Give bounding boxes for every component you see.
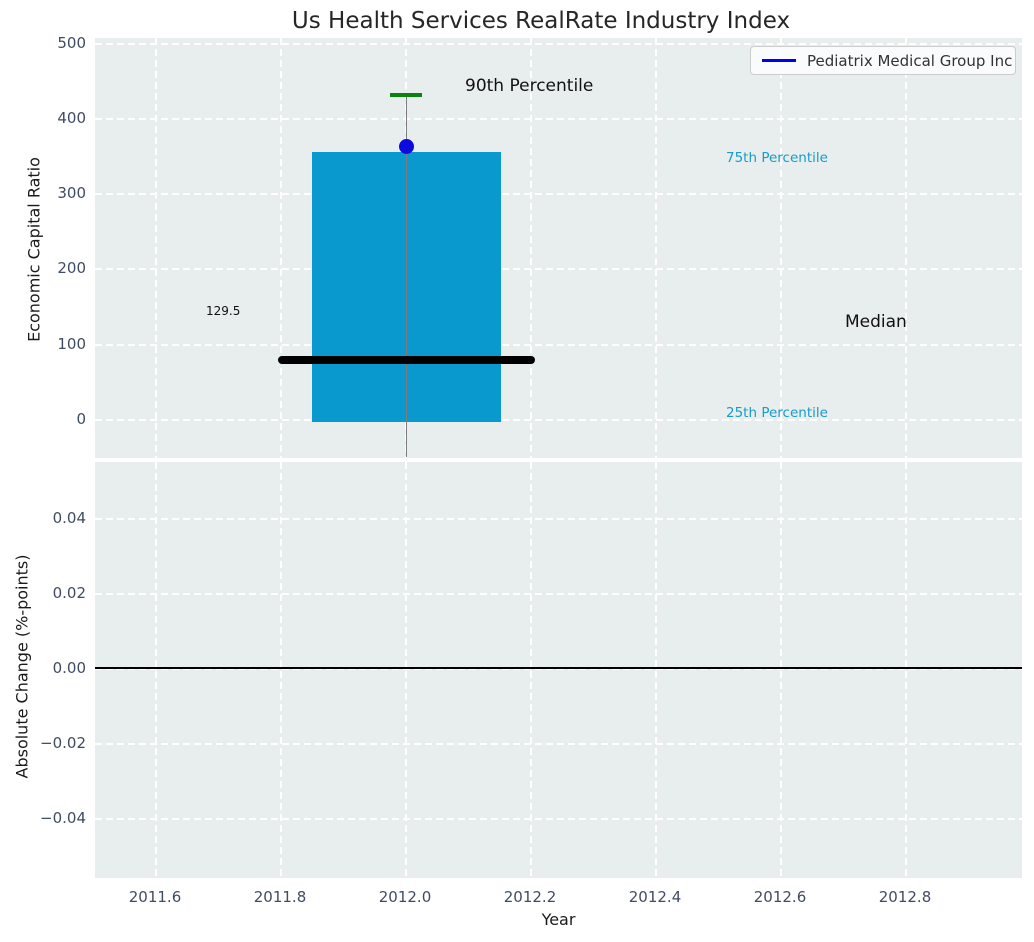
ytick--0.04: −0.04 bbox=[40, 809, 86, 827]
ytick-0.02: 0.02 bbox=[52, 584, 86, 602]
gridline-h bbox=[95, 743, 1022, 745]
annotation-median-value: 129.5 bbox=[206, 304, 241, 318]
xtick-2012.0: 2012.0 bbox=[378, 888, 432, 906]
gridline-v bbox=[280, 462, 282, 878]
annotation-75th-percentile: 75th Percentile bbox=[726, 150, 828, 166]
gridline-v bbox=[905, 462, 907, 878]
median-line bbox=[278, 356, 535, 364]
xtick-2011.8: 2011.8 bbox=[253, 888, 307, 906]
gridline-v bbox=[155, 462, 157, 878]
ytick-0.00: 0.00 bbox=[52, 659, 86, 677]
ytick-0: 0 bbox=[76, 410, 86, 428]
gridline-h bbox=[95, 668, 1022, 670]
gridline-h bbox=[95, 268, 1022, 270]
gridline-v bbox=[280, 38, 282, 458]
xtick-2012.6: 2012.6 bbox=[753, 888, 807, 906]
annotation-90th-percentile: 90th Percentile bbox=[465, 76, 594, 96]
p90-cap-marker bbox=[390, 93, 422, 97]
gridline-h bbox=[95, 344, 1022, 346]
x-axis-label: Year bbox=[541, 910, 576, 929]
gridline-h bbox=[95, 118, 1022, 120]
gridline-v bbox=[780, 462, 782, 878]
ytick-100: 100 bbox=[57, 335, 86, 353]
top-axes: 90th Percentile 75th Percentile Median 2… bbox=[95, 38, 1022, 458]
legend-line-sample bbox=[762, 59, 796, 62]
ytick-500: 500 bbox=[57, 34, 86, 52]
gridline-v bbox=[780, 38, 782, 458]
gridline-v bbox=[155, 38, 157, 458]
annotation-median: Median bbox=[845, 312, 907, 332]
chart-title: Us Health Services RealRate Industry Ind… bbox=[291, 8, 791, 34]
gridline-v bbox=[530, 462, 532, 878]
ytick-400: 400 bbox=[57, 109, 86, 127]
annotation-25th-percentile: 25th Percentile bbox=[726, 405, 828, 421]
company-point-marker bbox=[399, 139, 414, 154]
ytick--0.02: −0.02 bbox=[40, 734, 86, 752]
legend-label: Pediatrix Medical Group Inc bbox=[807, 51, 1013, 70]
gridline-h bbox=[95, 419, 1022, 421]
top-y-axis-label: Economic Capital Ratio bbox=[24, 157, 44, 342]
xtick-2012.8: 2012.8 bbox=[878, 888, 932, 906]
zero-reference-line bbox=[95, 667, 1022, 669]
legend: Pediatrix Medical Group Inc bbox=[750, 46, 1016, 75]
gridline-v bbox=[655, 462, 657, 878]
gridline-h bbox=[95, 193, 1022, 195]
ytick-0.04: 0.04 bbox=[52, 509, 86, 527]
gridline-v bbox=[405, 462, 407, 878]
bottom-y-axis-label: Absolute Change (%-points) bbox=[12, 554, 32, 779]
gridline-h bbox=[95, 43, 1022, 45]
gridline-h bbox=[95, 593, 1022, 595]
gridline-h bbox=[95, 518, 1022, 520]
xtick-2012.4: 2012.4 bbox=[628, 888, 682, 906]
ytick-300: 300 bbox=[57, 184, 86, 202]
gridline-v bbox=[655, 38, 657, 458]
percentile-whisker-line bbox=[405, 95, 408, 457]
gridline-v bbox=[905, 38, 907, 458]
xtick-2011.6: 2011.6 bbox=[128, 888, 182, 906]
xtick-2012.2: 2012.2 bbox=[503, 888, 557, 906]
ytick-200: 200 bbox=[57, 259, 86, 277]
gridline-v bbox=[530, 38, 532, 458]
bottom-axes bbox=[95, 462, 1022, 878]
gridline-h bbox=[95, 818, 1022, 820]
